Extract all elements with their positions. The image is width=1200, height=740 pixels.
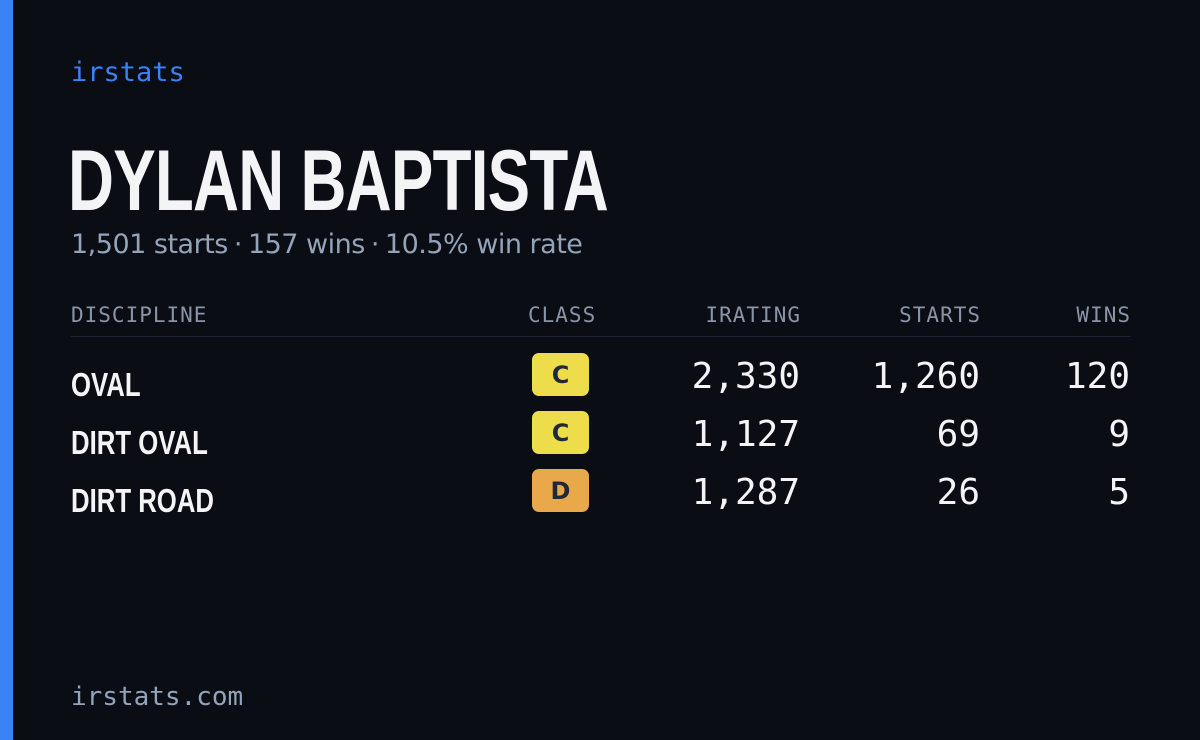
header-class: CLASS bbox=[528, 303, 597, 327]
table-row: DIRT OVAL C 1,127 69 9 bbox=[71, 411, 1131, 469]
summary-win-rate: 10.5% win rate bbox=[384, 229, 583, 260]
table-row: OVAL C 2,330 1,260 120 bbox=[71, 353, 1131, 411]
stats-table: DISCIPLINE CLASS IRATING STARTS WINS OVA… bbox=[71, 298, 1131, 527]
table-header: DISCIPLINE CLASS IRATING STARTS WINS bbox=[71, 298, 1131, 337]
irating-value: 1,287 bbox=[691, 472, 800, 513]
irating-value: 2,330 bbox=[691, 356, 800, 397]
summary-separator: · bbox=[233, 229, 243, 260]
summary-separator: · bbox=[370, 229, 380, 260]
starts-value: 69 bbox=[936, 414, 980, 455]
license-class-badge: C bbox=[532, 353, 589, 396]
table-row: DIRT ROAD D 1,287 26 5 bbox=[71, 469, 1131, 527]
footer-url[interactable]: irstats.com bbox=[71, 682, 244, 712]
table-body: OVAL C 2,330 1,260 120 DIRT OVAL C 1,127… bbox=[71, 353, 1131, 527]
driver-name: DYLAN BAPTISTA bbox=[68, 133, 609, 229]
irating-value: 1,127 bbox=[691, 414, 800, 455]
license-class-badge: C bbox=[532, 411, 589, 454]
discipline-name: DIRT ROAD bbox=[71, 482, 214, 519]
brand-logo-text: irstats bbox=[71, 57, 185, 88]
discipline-name: DIRT OVAL bbox=[71, 424, 208, 461]
accent-bar bbox=[0, 0, 13, 740]
wins-value: 9 bbox=[1108, 414, 1130, 455]
starts-value: 26 bbox=[936, 472, 980, 513]
wins-value: 120 bbox=[1064, 356, 1130, 397]
license-class-badge: D bbox=[532, 469, 589, 512]
header-wins: WINS bbox=[1076, 303, 1131, 327]
driver-summary: 1,501 starts · 157 wins · 10.5% win rate bbox=[71, 228, 583, 262]
summary-wins: 157 wins bbox=[247, 229, 365, 260]
summary-starts: 1,501 starts bbox=[71, 229, 228, 260]
starts-value: 1,260 bbox=[871, 356, 980, 397]
header-starts: STARTS bbox=[899, 303, 981, 327]
wins-value: 5 bbox=[1108, 472, 1130, 513]
discipline-name: OVAL bbox=[71, 366, 141, 403]
header-irating: IRATING bbox=[705, 303, 801, 327]
header-discipline: DISCIPLINE bbox=[71, 303, 208, 327]
